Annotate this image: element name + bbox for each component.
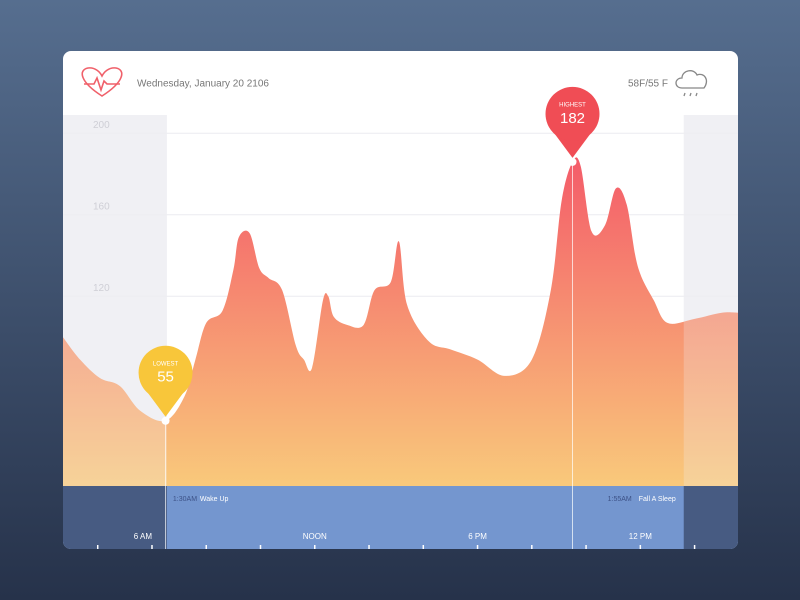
pin: [545, 86, 600, 141]
x-tick-label: NOON: [303, 532, 327, 541]
pin-value: 55: [157, 369, 174, 386]
x-tick-label: 12 PM: [629, 532, 652, 541]
sleep-time: 1:55AM: [608, 496, 632, 503]
asleep-overlay: [683, 115, 738, 486]
asleep-band: [63, 486, 167, 549]
pin: [138, 345, 193, 400]
asleep-overlay: [63, 115, 167, 486]
wake-time: 1:30AM: [173, 496, 197, 503]
point-dot: [161, 416, 170, 425]
awake-band: [63, 486, 738, 549]
pin-value: 182: [560, 110, 585, 127]
y-tick-label: 160: [93, 201, 110, 212]
heart-icon: [81, 67, 123, 97]
y-tick-label: 200: [93, 120, 110, 131]
weather: 58F/55 F: [628, 79, 668, 90]
sleep-label: Fall A Sleep: [639, 496, 676, 503]
x-tick-label: 6 PM: [468, 532, 487, 541]
wake-label: Wake Up: [200, 496, 229, 503]
cloud-icon: [675, 70, 708, 97]
x-tick-label: 6 AM: [134, 532, 153, 541]
pin-label: HIGHEST: [559, 102, 586, 108]
pin-label: LOWEST: [153, 361, 179, 367]
asleep-band: [683, 486, 738, 549]
point-dot: [568, 157, 577, 166]
heart-rate-area: [63, 157, 738, 486]
y-tick-label: 120: [93, 283, 110, 294]
date: Wednesday, January 20 2106: [137, 79, 269, 90]
